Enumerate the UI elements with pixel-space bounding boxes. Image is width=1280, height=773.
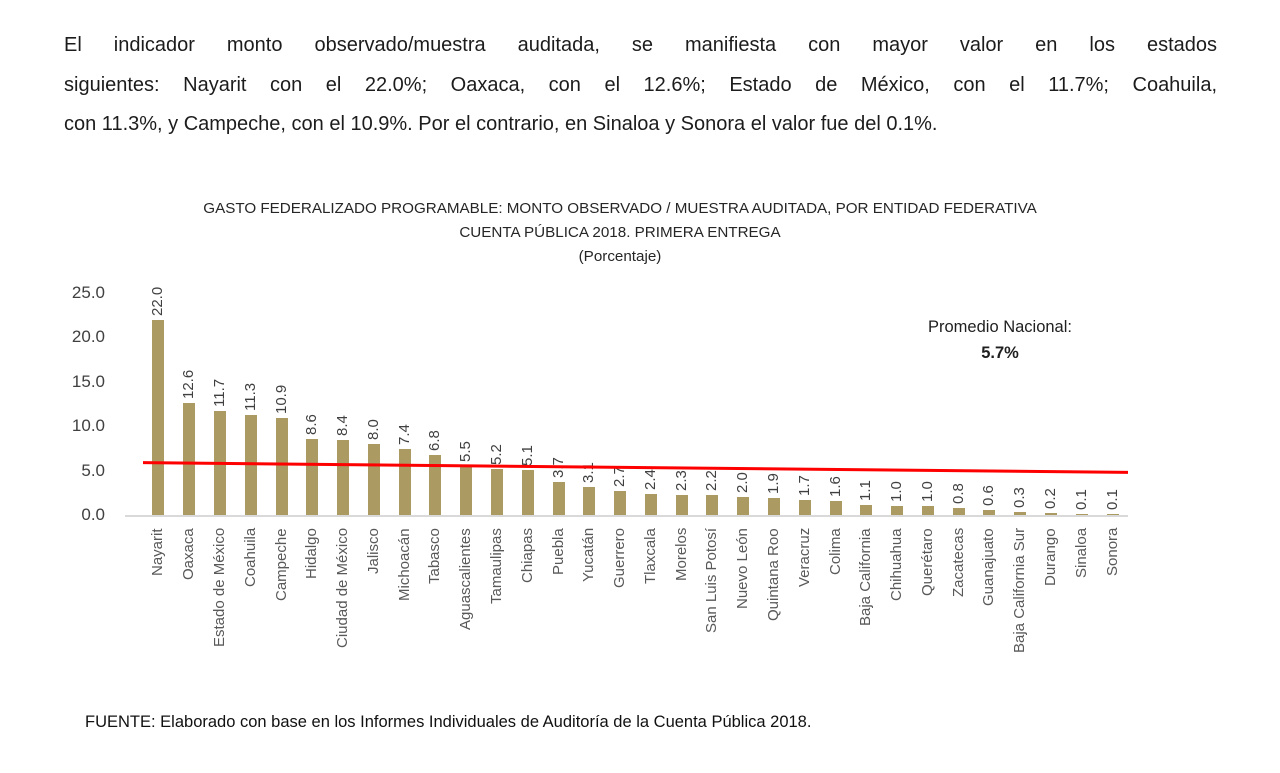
x-axis-label: Baja California Sur (1011, 528, 1029, 654)
chart-title-line-2: CUENTA PÚBLICA 2018. PRIMERA ENTREGA (459, 224, 781, 241)
intro-line-2: siguientes: Nayarit con el 22.0%; Oaxaca… (64, 73, 1217, 96)
bar (460, 466, 473, 515)
bar (306, 438, 319, 515)
x-axis-label: Estado de México (210, 528, 228, 648)
x-axis-label: Querétaro (918, 528, 936, 596)
y-tick-label: 0.0 (81, 505, 105, 524)
x-axis-label: Oaxaca (180, 528, 198, 580)
x-axis-label: Hidalgo (303, 528, 321, 579)
y-axis: 0.0 5.0 10.0 15.0 20.0 25.0 (57, 283, 105, 524)
bar (1106, 514, 1119, 515)
x-axis-label: Chiapas (518, 528, 536, 584)
bar (583, 487, 596, 515)
chart-title-line-1: GASTO FEDERALIZADO PROGRAMABLE: MONTO OB… (203, 200, 1037, 217)
bar (798, 499, 811, 515)
bar (1014, 512, 1027, 515)
x-axis-label: San Luis Potosí (703, 528, 721, 634)
x-axis-label: Guanajuato (980, 528, 998, 606)
chart-title-units: (Porcentaje) (578, 248, 662, 265)
x-axis-line (125, 515, 1128, 517)
x-axis-label: Colima (826, 528, 844, 575)
bar (275, 418, 288, 515)
bar (1045, 513, 1058, 515)
bar (521, 469, 534, 515)
bar (429, 454, 442, 515)
x-axis-label: Yucatán (580, 528, 598, 583)
bar (152, 319, 165, 515)
bar (921, 506, 934, 515)
x-axis-label: Durango (1042, 528, 1060, 586)
x-axis-label: Campeche (272, 528, 290, 601)
y-tick-label: 10.0 (71, 416, 105, 436)
bar (490, 468, 503, 515)
x-axis-label: Morelos (672, 528, 690, 582)
bar (983, 509, 996, 515)
bar (1075, 514, 1088, 515)
x-axis-label: Coahuila (241, 528, 259, 588)
bar (860, 505, 873, 515)
x-axis-label: Aguascalientes (457, 528, 475, 630)
x-axis-label: Nuevo León (734, 528, 752, 609)
bar (614, 491, 627, 515)
x-axis-label: Zacatecas (949, 528, 967, 598)
bar (706, 495, 719, 515)
intro-line-3: con 11.3%, y Campeche, con el 10.9%. Por… (64, 113, 938, 135)
national-average-value: 5.7% (981, 344, 1019, 362)
source-note: FUENTE: Elaborado con base en los Inform… (85, 713, 812, 731)
bar (952, 507, 965, 515)
bar (183, 403, 196, 515)
bar (367, 443, 380, 515)
x-axis-label: Baja California (857, 528, 875, 626)
x-axis-label: Ciudad de México (334, 528, 352, 649)
y-tick-label: 5.0 (81, 460, 105, 480)
x-axis-label: Michoacán (395, 528, 413, 601)
y-tick-label: 25.0 (71, 283, 105, 302)
bar (737, 497, 750, 515)
x-axis-label: Chihuahua (888, 528, 906, 601)
national-average-label: Promedio Nacional: (928, 318, 1072, 336)
bar (552, 482, 565, 515)
intro-paragraph: El indicador monto observado/muestra aud… (64, 26, 1217, 145)
national-average-line (142, 461, 1129, 474)
y-tick-label: 15.0 (71, 371, 105, 391)
bar (768, 498, 781, 515)
x-axis-label: Guerrero (611, 528, 629, 589)
bar (337, 440, 350, 515)
intro-line-1: El indicador monto observado/muestra aud… (64, 34, 1217, 56)
bar (675, 494, 688, 515)
x-axis-label: Veracruz (795, 528, 813, 588)
x-axis-label: Nayarit (149, 528, 167, 576)
y-tick-label: 20.0 (71, 327, 105, 347)
x-axis-label: Jalisco (364, 528, 382, 574)
national-average-annotation: Promedio Nacional: 5.7% (880, 316, 1120, 364)
x-axis-label: Tlaxcala (641, 528, 659, 584)
x-axis-label: Tamaulipas (487, 528, 505, 604)
x-axis-label: Sinaloa (1072, 528, 1090, 579)
x-axis-label: Sonora (1103, 528, 1121, 577)
x-axis-label: Puebla (549, 528, 567, 575)
bar (644, 493, 657, 515)
chart-title: GASTO FEDERALIZADO PROGRAMABLE: MONTO OB… (105, 197, 1135, 269)
x-axis-labels: Nayarit Oaxaca Estado de México Coahuila Cam… (143, 528, 1128, 706)
x-axis-label: Quintana Roo (765, 528, 783, 621)
bar (829, 500, 842, 515)
x-axis-label: Tabasco (426, 528, 444, 584)
bar (891, 506, 904, 515)
